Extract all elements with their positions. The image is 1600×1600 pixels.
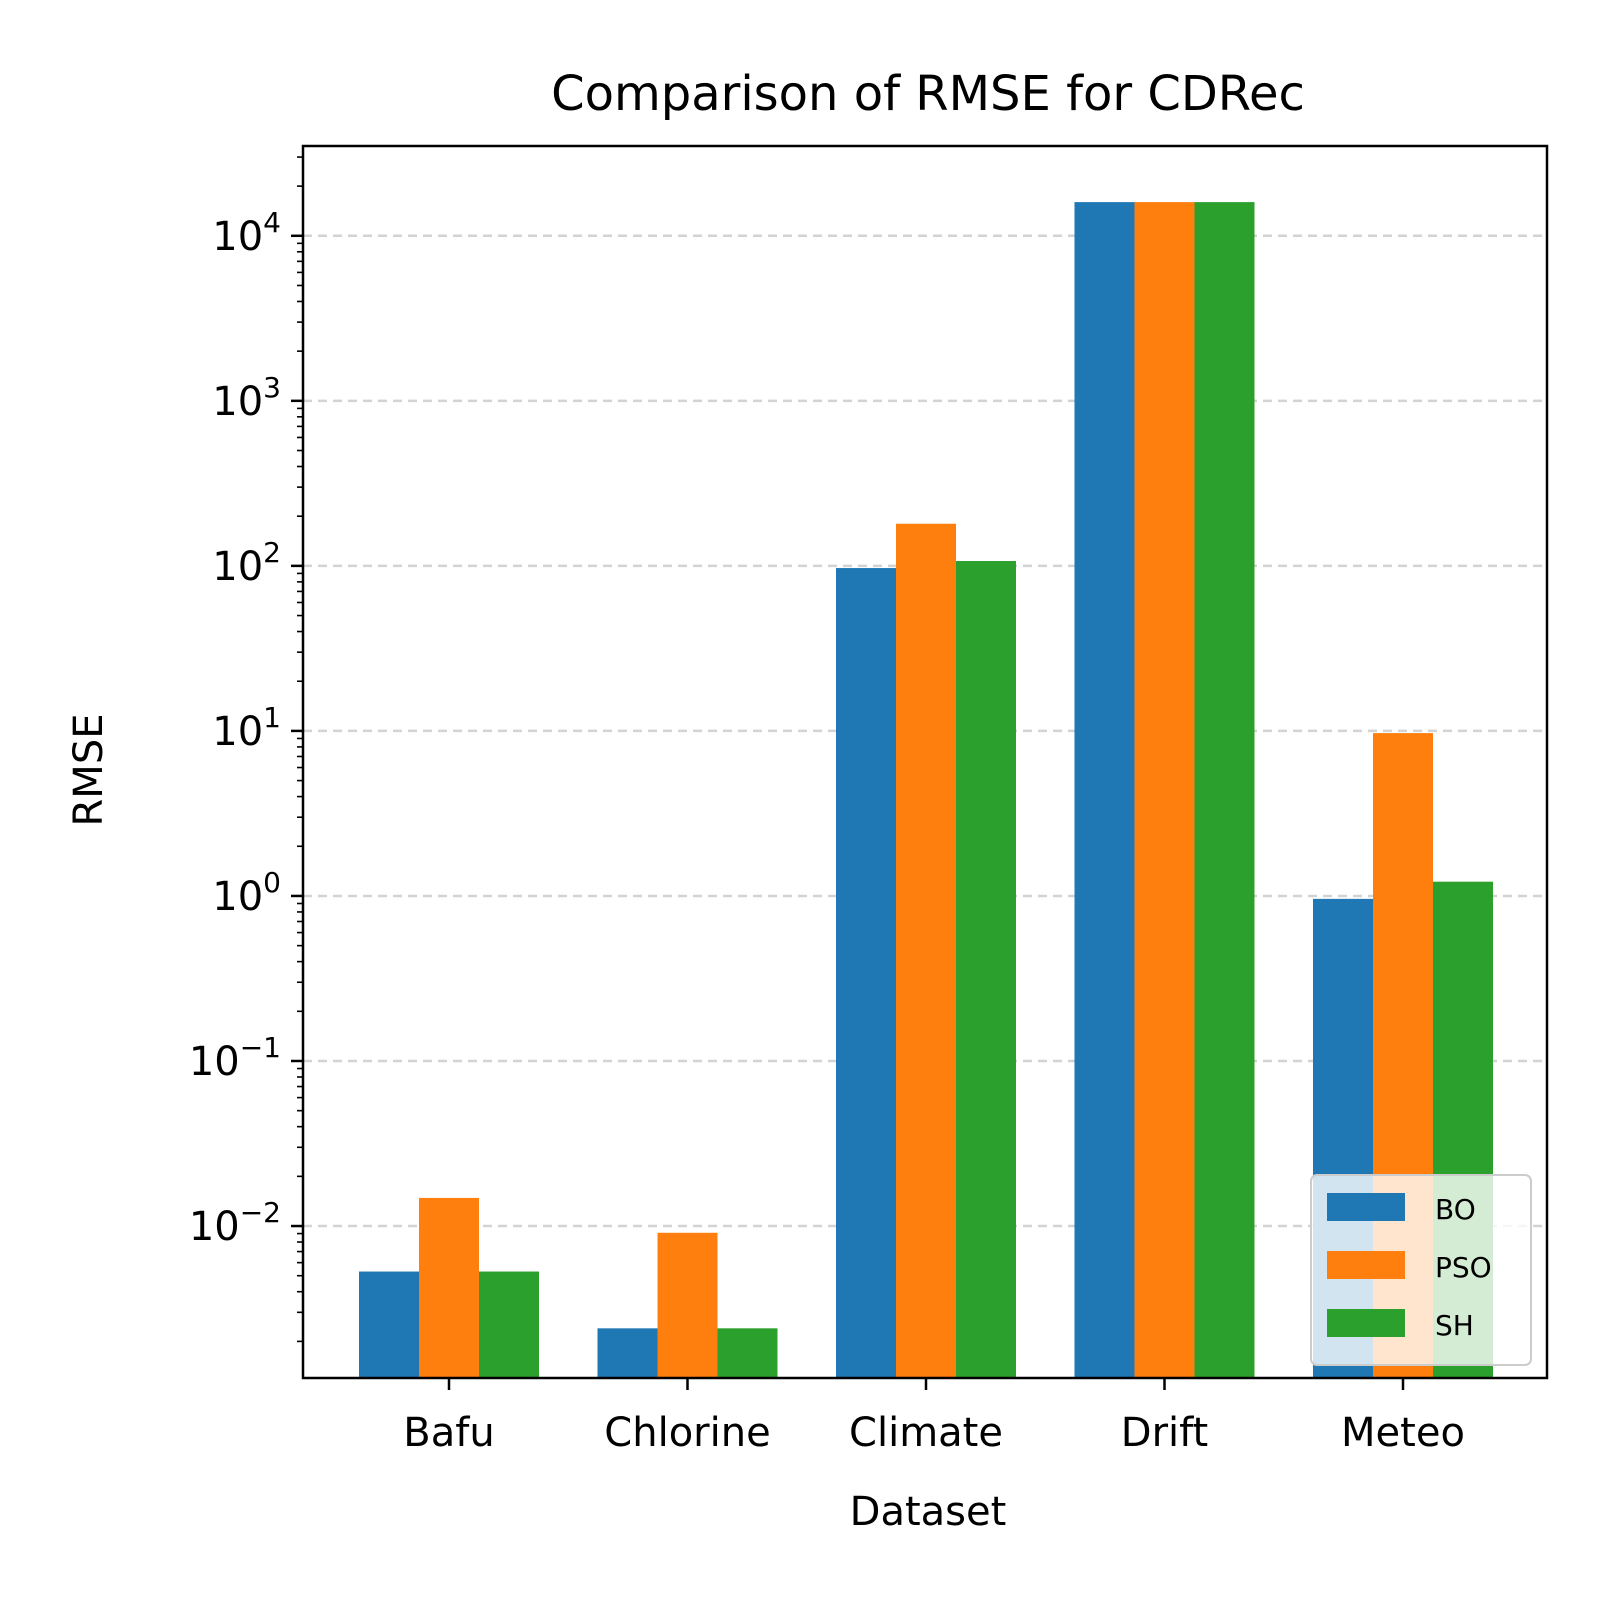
x-tick-label: Meteo: [1341, 1410, 1465, 1456]
bar-sh-drift: [1194, 202, 1255, 1379]
y-tick-label: 100: [212, 866, 281, 920]
bar-bo-chlorine: [597, 1328, 658, 1378]
y-axis-ticks: 10−2 10−1 100 101 102 103 104: [189, 156, 303, 1343]
bar-pso-bafu: [419, 1197, 479, 1378]
legend-label-pso: PSO: [1435, 1251, 1492, 1284]
y-tick-label: 102: [212, 536, 281, 590]
y-tick-label: 10−1: [189, 1031, 281, 1085]
legend: BO PSO SH: [1310, 1174, 1532, 1366]
bars: [359, 202, 1493, 1379]
x-tick-label: Drift: [1121, 1410, 1208, 1456]
legend-swatch-bo: [1327, 1193, 1405, 1221]
y-tick-label: 101: [212, 701, 281, 755]
legend-swatch-sh: [1327, 1309, 1405, 1337]
bar-sh-climate: [956, 561, 1016, 1378]
x-tick-label: Chlorine: [604, 1410, 770, 1456]
x-axis-ticks: Bafu Chlorine Climate Drift Meteo: [403, 1378, 1465, 1456]
bar-sh-bafu: [479, 1271, 539, 1378]
x-tick-label: Bafu: [403, 1410, 494, 1456]
legend-label-bo: BO: [1435, 1193, 1476, 1226]
y-tick-label: 103: [212, 371, 281, 425]
bar-pso-chlorine: [657, 1232, 718, 1378]
y-tick-label: 104: [212, 206, 281, 260]
y-tick-label: 10−2: [189, 1196, 281, 1250]
y-axis-label: RMSE: [66, 714, 112, 827]
bar-bo-climate: [836, 568, 896, 1378]
bar-pso-drift: [1134, 202, 1195, 1379]
bar-bo-drift: [1074, 202, 1135, 1379]
legend-swatch-pso: [1327, 1251, 1405, 1279]
x-axis-label: Dataset: [850, 1489, 1007, 1535]
bar-sh-chlorine: [717, 1328, 778, 1378]
legend-label-sh: SH: [1435, 1309, 1474, 1342]
chart-title: Comparison of RMSE for CDRec: [551, 66, 1305, 122]
bar-pso-climate: [896, 523, 956, 1378]
bar-bo-bafu: [359, 1271, 419, 1378]
x-tick-label: Climate: [849, 1410, 1003, 1456]
